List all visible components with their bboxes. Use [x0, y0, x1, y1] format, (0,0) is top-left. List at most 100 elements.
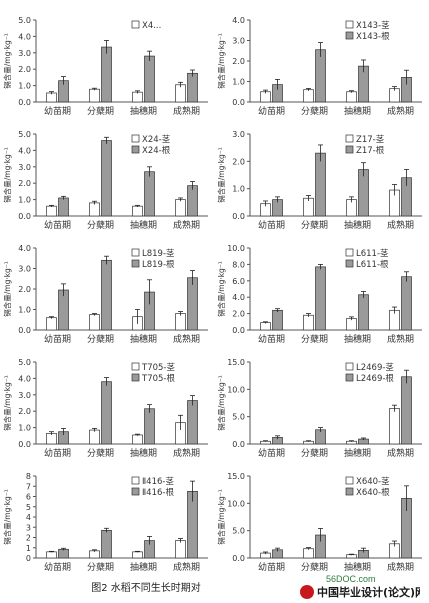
x-tick-label: 成熟期	[387, 219, 414, 231]
legend-label: L611-根	[356, 259, 389, 270]
legend-label: X640-根	[356, 487, 390, 498]
x-tick-label: 幼苗期	[44, 561, 71, 573]
y-tick-label: 3.0	[232, 37, 245, 46]
bar-root	[58, 197, 69, 217]
legend-swatch-stem	[345, 476, 354, 485]
x-tick-label: 分蘖期	[87, 105, 114, 117]
legend-label: L819-根	[142, 259, 175, 270]
y-tick-label: 5.0	[18, 130, 31, 139]
legend-label: Z17-茎	[356, 134, 385, 145]
y-tick-label: 3.0	[232, 130, 245, 139]
legend-swatch-root	[345, 259, 354, 268]
x-tick-label: 幼苗期	[44, 105, 71, 117]
x-tick-label: 抽穗期	[344, 447, 371, 459]
y-axis-label: 镉含量/mg·kg⁻¹	[216, 489, 226, 545]
bar-root	[315, 49, 326, 103]
legend-label: Ⅱ416-茎	[142, 476, 174, 487]
bar-stem	[89, 314, 100, 331]
legend-swatch-stem	[131, 248, 140, 257]
bar-root	[101, 46, 112, 103]
y-tick-label: 0.0	[18, 326, 31, 335]
x-tick-label: 成熟期	[173, 219, 200, 231]
bar-stem	[303, 548, 314, 559]
y-axis-label: 镉含量/mg·kg⁻¹	[2, 375, 12, 431]
bar-stem	[46, 317, 57, 331]
x-tick-label: 抽穗期	[344, 333, 371, 345]
y-tick-label: 3.0	[18, 163, 31, 172]
chart-panel-7: 0.0 1.0 2.0 3.0 4.0 5.0 镉含量/mg·kg⁻¹ 幼苗期 分蘖期 抽穗期 成熟…	[2, 358, 208, 459]
y-tick-label: 15.0	[227, 472, 245, 481]
y-tick-label: 7	[26, 482, 31, 491]
x-tick-label: 分蘖期	[87, 219, 114, 231]
bar-root	[58, 548, 69, 559]
bar-root	[358, 169, 369, 217]
y-tick-label: 10.0	[227, 499, 245, 508]
y-tick-label: 1	[26, 544, 31, 553]
y-tick-label: 2.0	[232, 310, 245, 319]
bar-stem	[175, 199, 186, 217]
legend-swatch-stem	[345, 134, 354, 143]
legend-label: L819-茎	[142, 248, 175, 259]
y-tick-label: 0.0	[232, 554, 245, 563]
y-tick-label: 4.0	[18, 244, 31, 253]
legend-label: L2469-根	[356, 373, 394, 384]
y-tick-label: 0.0	[232, 440, 245, 449]
x-tick-label: 成熟期	[387, 105, 414, 117]
bar-stem	[175, 84, 186, 103]
bar-stem	[46, 92, 57, 103]
bar-stem	[89, 550, 100, 559]
figure-caption: 图2 水稻不同生长时期对	[91, 583, 201, 594]
y-tick-label: 2.0	[232, 57, 245, 66]
y-tick-label: 4.0	[232, 16, 245, 25]
x-tick-label: 分蘖期	[301, 447, 328, 459]
y-tick-label: 5.0	[232, 527, 245, 536]
y-tick-label: 0.0	[18, 440, 31, 449]
y-tick-label: 4	[26, 513, 31, 522]
legend-label: L611-茎	[356, 248, 389, 259]
bar-stem	[175, 313, 186, 331]
legend-label: Ⅱ416-根	[142, 487, 174, 498]
bar-stem	[389, 408, 400, 445]
legend-label: X640-茎	[356, 476, 390, 487]
legend-swatch-root	[131, 259, 140, 268]
chart-panel-2: 0.0 1.0 2.0 3.0 4.0 镉含量/mg·kg⁻¹ 幼苗期 分蘖期 抽穗期 成熟期 X1…	[216, 16, 422, 117]
bar-root	[187, 185, 198, 217]
legend-swatch-stem	[345, 362, 354, 371]
legend-label: X4...	[142, 21, 161, 31]
y-tick-label: 10.0	[227, 244, 245, 253]
legend-label: X24-茎	[142, 134, 171, 145]
bar-root	[101, 259, 112, 331]
bar-stem	[303, 314, 314, 331]
bar-stem	[89, 202, 100, 217]
y-tick-label: 4.0	[18, 32, 31, 41]
bar-stem	[346, 318, 357, 331]
y-tick-label: 15.0	[227, 358, 245, 367]
legend-label: X24-根	[142, 145, 171, 156]
legend-swatch-stem	[131, 476, 140, 485]
y-tick-label: 0.0	[232, 98, 245, 107]
y-axis-label: 镉含量/mg·kg⁻¹	[216, 261, 226, 317]
legend-swatch-root	[131, 145, 140, 154]
y-axis-label: 镉含量/mg·kg⁻¹	[2, 33, 12, 89]
watermark-site: 56DOC.com	[326, 574, 376, 584]
legend-swatch-root	[345, 31, 354, 40]
x-tick-label: 分蘖期	[301, 219, 328, 231]
y-tick-label: 2	[26, 534, 31, 543]
bar-stem	[132, 205, 143, 217]
x-tick-label: 抽穗期	[344, 561, 371, 573]
legend-label: T705-根	[141, 373, 175, 384]
x-tick-label: 幼苗期	[258, 105, 285, 117]
y-axis-label: 镉含量/mg·kg⁻¹	[216, 33, 226, 89]
bar-root	[101, 140, 112, 217]
x-tick-label: 分蘖期	[301, 105, 328, 117]
y-tick-label: 2.0	[232, 157, 245, 166]
x-tick-label: 成熟期	[173, 447, 200, 459]
legend-swatch-root	[131, 373, 140, 382]
x-tick-label: 成熟期	[387, 333, 414, 345]
x-tick-label: 幼苗期	[44, 333, 71, 345]
x-tick-label: 成熟期	[173, 333, 200, 345]
x-tick-label: 分蘖期	[87, 447, 114, 459]
